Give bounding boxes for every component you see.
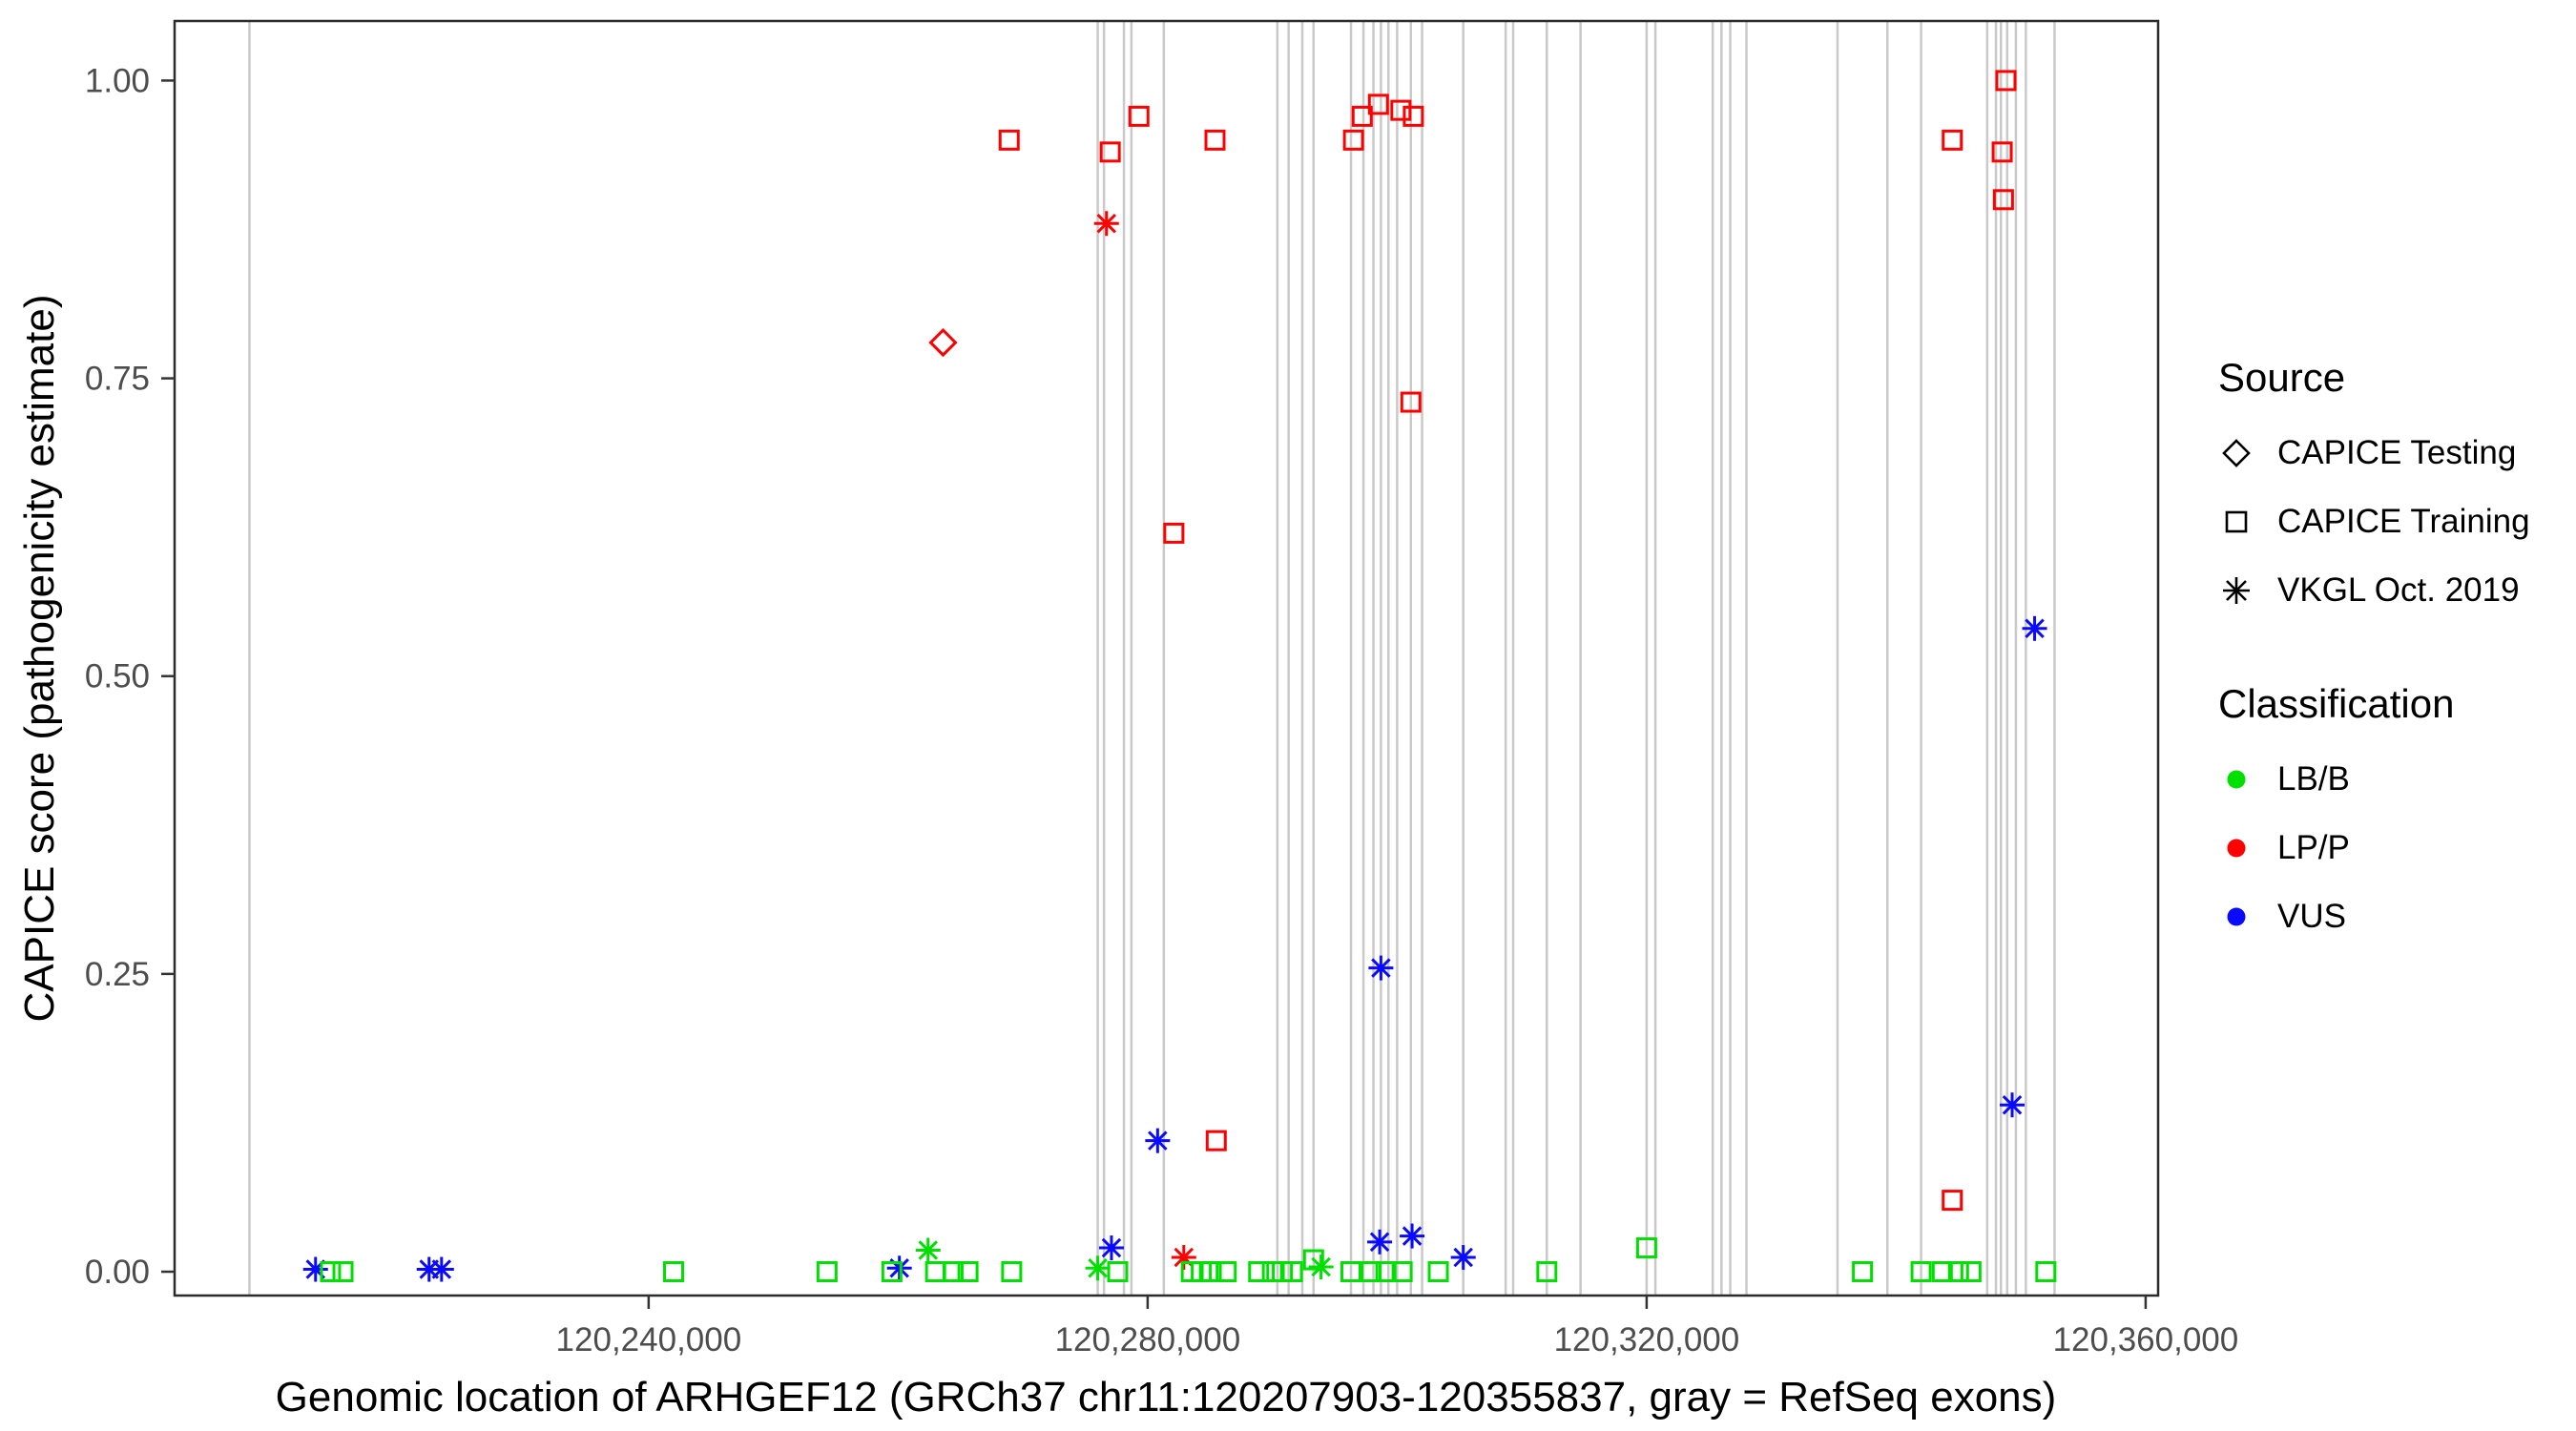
- legend: Source CAPICE Testing CAPICE Training: [2218, 355, 2530, 962]
- legend-item-lpp: LP/P: [2218, 824, 2530, 872]
- data-point: [1311, 1256, 1331, 1277]
- data-point: [1128, 105, 1150, 127]
- blue-dot-icon: [2227, 907, 2246, 926]
- legend-item-capice-testing: CAPICE Testing: [2218, 429, 2530, 477]
- data-point: [918, 1240, 939, 1260]
- data-point: [924, 1261, 946, 1283]
- panel-border: [173, 19, 2160, 1297]
- data-point: [1163, 522, 1185, 544]
- legend-label: CAPICE Testing: [2277, 434, 2517, 471]
- data-point: [332, 1261, 354, 1283]
- data-point: [881, 1261, 903, 1283]
- data-point: [1942, 1190, 1963, 1212]
- data-point: [1107, 1261, 1129, 1283]
- data-point: [1910, 1261, 1932, 1283]
- data-point: [1390, 99, 1412, 121]
- y-tick-label: 1.00: [85, 62, 150, 99]
- x-tick-label: 120,320,000: [1554, 1321, 1740, 1358]
- y-tick-label: 0.75: [85, 361, 150, 398]
- data-point: [1931, 1261, 1953, 1283]
- legend-source-title: Source: [2218, 355, 2346, 400]
- legend-item-capice-training: CAPICE Training: [2218, 498, 2530, 546]
- data-point: [431, 1259, 452, 1279]
- data-point: [1099, 141, 1121, 163]
- data-point: [2025, 618, 2045, 639]
- data-point: [1402, 1226, 1423, 1246]
- data-point: [1096, 214, 1116, 234]
- data-point: [1960, 1261, 1982, 1283]
- asterisk-icon: [2223, 577, 2250, 604]
- y-axis-title: CAPICE score (pathogenicity estimate): [16, 294, 63, 1023]
- data-point: [2035, 1261, 2057, 1283]
- data-point: [1204, 129, 1226, 151]
- data-point: [2002, 1094, 2023, 1115]
- y-tick-label: 0.00: [85, 1254, 150, 1291]
- data-point: [1852, 1261, 1874, 1283]
- data-point: [1351, 105, 1373, 127]
- data-point: [320, 1261, 342, 1283]
- green-dot-icon: [2227, 770, 2246, 789]
- data-point: [1101, 1237, 1122, 1258]
- data-point: [1088, 1258, 1108, 1278]
- data-point: [1942, 129, 1963, 151]
- data-point: [1200, 1261, 1222, 1283]
- data-point: [1375, 1261, 1397, 1283]
- legend-item-vkgl: VKGL Oct. 2019: [2218, 567, 2530, 614]
- data-point: [1635, 1237, 1657, 1259]
- data-point: [1369, 1232, 1390, 1253]
- data-point: [998, 129, 1020, 151]
- data-point: [1427, 1261, 1449, 1283]
- data-point: [1992, 189, 2014, 211]
- legend-label: LP/P: [2277, 829, 2350, 866]
- data-point: [1371, 958, 1391, 978]
- legend-label: VUS: [2277, 898, 2346, 935]
- red-dot-icon: [2227, 839, 2246, 858]
- x-tick-label: 120,360,000: [2053, 1321, 2239, 1358]
- data-point: [663, 1261, 685, 1283]
- legend-classification-title: Classification: [2218, 681, 2455, 726]
- data-point: [1400, 391, 1422, 413]
- legend-label: LB/B: [2277, 760, 2350, 798]
- x-axis-title: Genomic location of ARHGEF12 (GRCh37 chr…: [275, 1374, 2057, 1421]
- legend-item-lbb: LB/B: [2218, 756, 2530, 803]
- data-point: [1995, 70, 2017, 92]
- data-point: [1174, 1247, 1195, 1268]
- data-point: [1215, 1261, 1237, 1283]
- data-point: [957, 1261, 979, 1283]
- data-point: [889, 1258, 909, 1278]
- legend-item-vus: VUS: [2218, 893, 2530, 941]
- x-tick-label: 120,240,000: [556, 1321, 742, 1358]
- legend-label: VKGL Oct. 2019: [2277, 571, 2520, 609]
- data-point: [1453, 1247, 1473, 1268]
- data-point: [816, 1261, 838, 1283]
- data-point: [1991, 141, 2013, 163]
- data-point: [1340, 1261, 1362, 1283]
- data-point: [1402, 105, 1424, 127]
- data-point: [1391, 1261, 1413, 1283]
- legend-classification-block: Classification LB/B LP/P VUS: [2218, 681, 2530, 941]
- data-point: [1281, 1261, 1303, 1283]
- diamond-icon: [2222, 439, 2251, 467]
- x-tick-label: 120,280,000: [1055, 1321, 1241, 1358]
- data-point: [1302, 1249, 1324, 1271]
- y-tick-label: 0.25: [85, 956, 150, 993]
- data-point: [942, 1261, 964, 1283]
- data-point: [1248, 1261, 1270, 1283]
- square-icon: [2225, 510, 2248, 533]
- legend-label: CAPICE Training: [2277, 503, 2530, 540]
- data-point: [1536, 1261, 1558, 1283]
- data-point: [1001, 1261, 1023, 1283]
- data-point: [1367, 93, 1389, 115]
- data-point: [1947, 1261, 1969, 1283]
- data-point: [1360, 1261, 1381, 1283]
- data-point: [1205, 1130, 1227, 1151]
- y-tick-label: 0.50: [85, 658, 150, 695]
- data-point: [928, 327, 958, 358]
- data-point: [1148, 1130, 1168, 1151]
- data-point: [1342, 129, 1364, 151]
